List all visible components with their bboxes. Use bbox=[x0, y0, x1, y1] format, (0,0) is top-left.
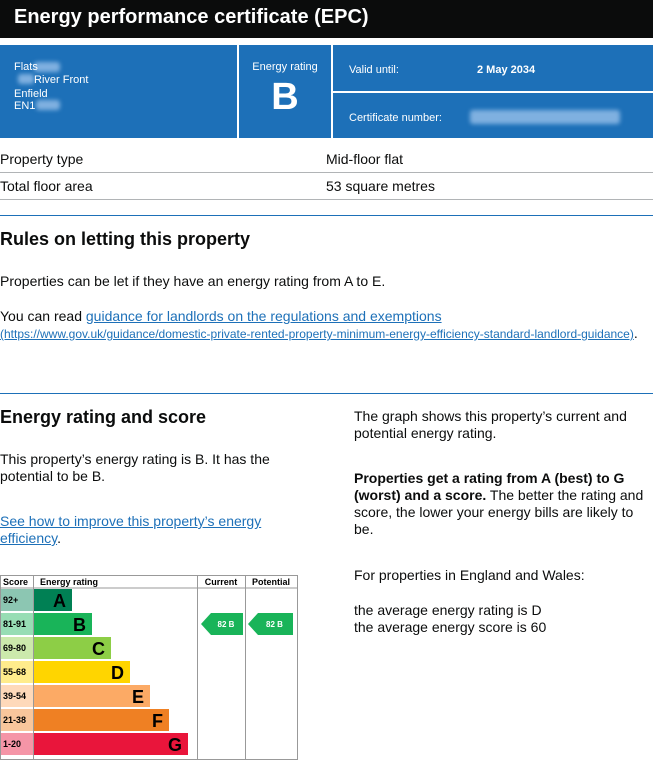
band-score: 69-80 bbox=[3, 643, 26, 653]
score-cell bbox=[1, 685, 33, 707]
band-letter: B bbox=[73, 615, 86, 635]
score-cell bbox=[1, 661, 33, 683]
valid-until: 2 May 2034 bbox=[477, 64, 536, 76]
address-line: River Front bbox=[34, 74, 89, 86]
current-arrow bbox=[201, 613, 243, 635]
redacted bbox=[34, 62, 60, 72]
score-cell bbox=[1, 613, 33, 635]
section-heading: Energy rating and score bbox=[0, 407, 207, 427]
band-bar bbox=[34, 661, 130, 683]
band-score: 81-91 bbox=[3, 619, 26, 629]
divider bbox=[237, 45, 239, 138]
valid-until-label: Valid until: bbox=[349, 64, 399, 76]
divider bbox=[331, 45, 333, 138]
band-score: 1-20 bbox=[3, 739, 21, 749]
column-header: Potential bbox=[252, 577, 290, 587]
column-header: Score bbox=[3, 577, 28, 587]
band-letter: A bbox=[53, 591, 66, 611]
band-bar bbox=[34, 685, 150, 707]
current-score: 82 bbox=[218, 620, 227, 629]
band-bar bbox=[34, 613, 92, 635]
redacted bbox=[36, 100, 60, 110]
band-letter: F bbox=[152, 711, 163, 731]
band-letter: C bbox=[92, 639, 105, 659]
band-letter: D bbox=[111, 663, 124, 683]
potential-score: 82 bbox=[266, 620, 275, 629]
text: . bbox=[57, 530, 61, 546]
row-label: Property type bbox=[0, 151, 84, 167]
paragraph: For properties in England and Wales: bbox=[354, 567, 585, 583]
score-cell bbox=[1, 733, 33, 755]
address-line: EN1 bbox=[14, 100, 36, 112]
rating-letter: B bbox=[271, 76, 299, 118]
paragraph: This property’s energy rating is B. It h… bbox=[0, 451, 270, 484]
row-value: 53 square metres bbox=[326, 178, 435, 194]
redacted bbox=[470, 110, 620, 124]
row-value: Mid-floor flat bbox=[326, 151, 404, 167]
paragraph: the average energy rating is D bbox=[354, 602, 542, 618]
link[interactable]: guidance for landlords on the regulation… bbox=[85, 308, 442, 324]
text: You can read bbox=[0, 308, 86, 324]
rating-label: Energy rating bbox=[252, 61, 318, 73]
certificate-label: Certificate number: bbox=[349, 112, 442, 124]
band-bar bbox=[34, 589, 72, 611]
text: . bbox=[633, 325, 638, 341]
section-rule bbox=[0, 393, 653, 394]
potential-arrow bbox=[248, 613, 293, 635]
header-bar bbox=[0, 0, 653, 38]
potential-label: 82 B bbox=[266, 620, 283, 629]
column-header: Energy rating bbox=[40, 577, 98, 587]
paragraph: You can read guidance for landlords on t… bbox=[0, 308, 640, 343]
section-rule bbox=[0, 215, 653, 216]
redacted bbox=[18, 74, 34, 84]
page-title: Energy performance certificate (EPC) bbox=[14, 6, 369, 28]
row-label: Total floor area bbox=[0, 178, 93, 194]
score-cell bbox=[1, 589, 33, 611]
band-score: 55-68 bbox=[3, 667, 26, 677]
row-rule bbox=[0, 199, 653, 200]
band-score: 39-54 bbox=[3, 691, 26, 701]
band-bar bbox=[34, 637, 111, 659]
text: The better the rating and score, the low… bbox=[354, 487, 644, 537]
band-letter: G bbox=[168, 735, 182, 755]
paragraph: Properties get a rating from A (best) to… bbox=[354, 470, 644, 538]
potential-rating: B bbox=[277, 620, 283, 629]
column-header: Current bbox=[205, 577, 238, 587]
link[interactable]: See how to improve this property’s energ… bbox=[0, 513, 262, 546]
epc-chart: Score Energy rating Current Potential 92+ A 81… bbox=[0, 575, 298, 760]
score-cell bbox=[1, 637, 33, 659]
band-score: 92+ bbox=[3, 595, 18, 605]
score-cell bbox=[1, 709, 33, 731]
paragraph: The graph shows this property’s current … bbox=[354, 408, 627, 441]
address-line: Enfield bbox=[14, 88, 48, 100]
paragraph: See how to improve this property’s energ… bbox=[0, 513, 300, 547]
current-label: 82 B bbox=[218, 620, 235, 629]
address-line: Flats bbox=[14, 61, 38, 73]
band-letter: E bbox=[132, 687, 144, 707]
paragraph: the average energy score is 60 bbox=[354, 619, 547, 635]
band-bar bbox=[34, 733, 188, 755]
band-score: 21-38 bbox=[3, 715, 26, 725]
band-bar bbox=[34, 709, 169, 731]
paragraph: Properties can be let if they have an en… bbox=[0, 273, 386, 289]
divider bbox=[333, 91, 653, 93]
bold-text: Properties get a rating from A (best) to… bbox=[354, 470, 625, 503]
current-rating: B bbox=[229, 620, 235, 629]
row-rule bbox=[0, 172, 653, 173]
chart-border bbox=[0, 575, 298, 760]
section-heading: Rules on letting this property bbox=[0, 229, 251, 249]
link-url[interactable]: (https://www.gov.uk/guidance/domestic-pr… bbox=[0, 327, 634, 341]
